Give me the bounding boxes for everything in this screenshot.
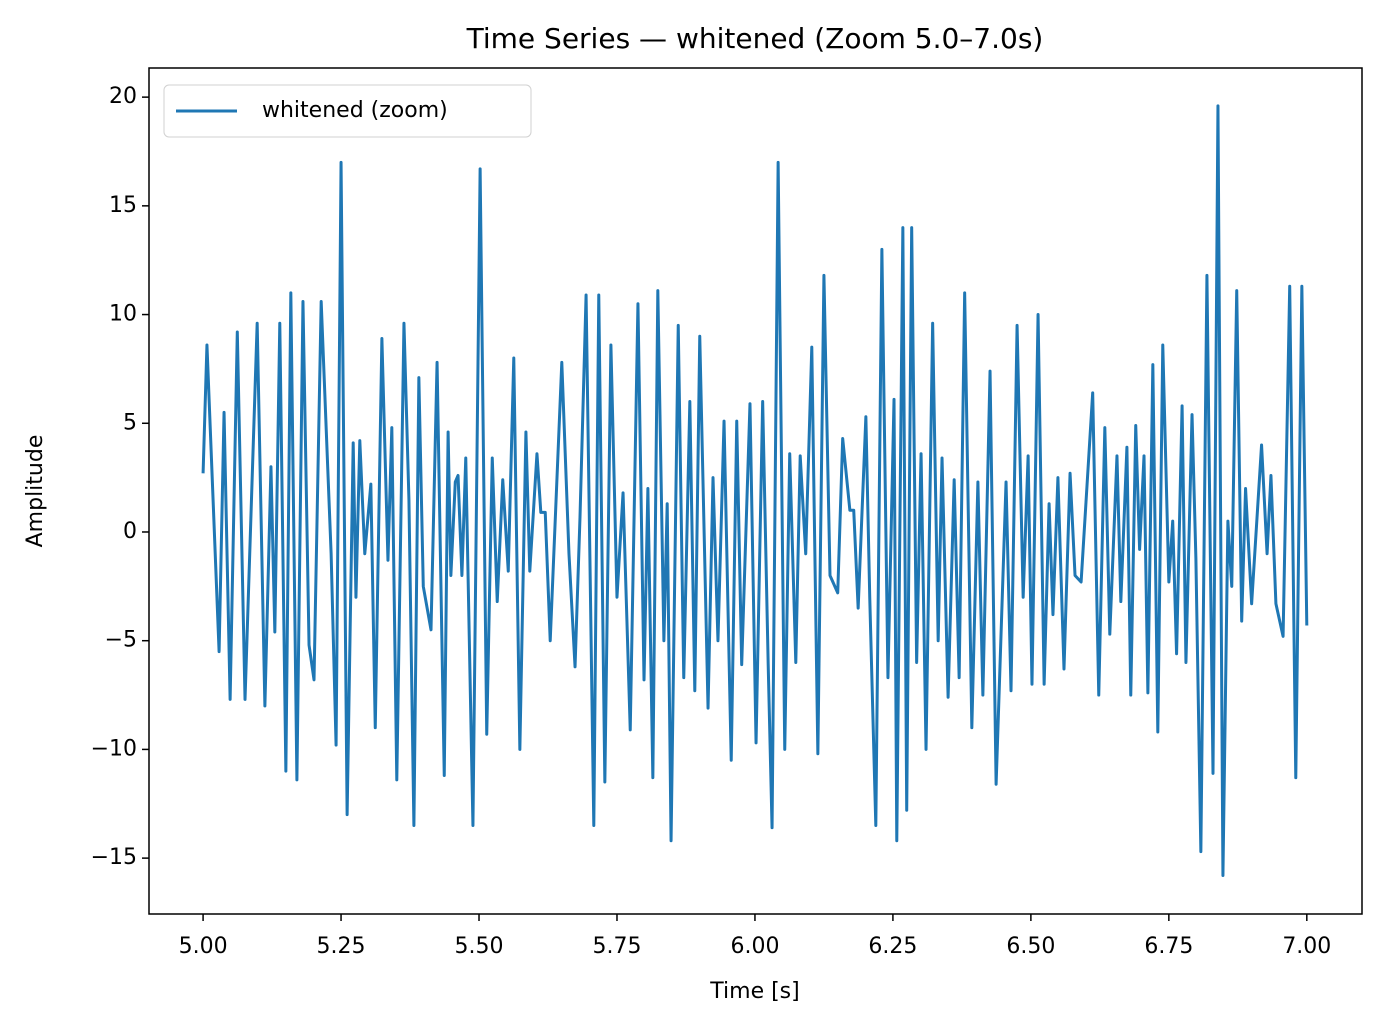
legend-label: whitened (zoom)	[262, 98, 448, 123]
x-tick-label: 5.50	[455, 934, 504, 959]
y-tick-label: 15	[109, 193, 137, 218]
x-tick-label: 6.50	[1006, 934, 1055, 959]
legend-box	[163, 84, 532, 138]
series-line	[201, 104, 1309, 878]
y-tick-label: 5	[123, 410, 137, 435]
y-tick-label: 10	[109, 302, 137, 327]
x-axis-label: Time [s]	[709, 979, 799, 1004]
x-tick-label: 6.25	[868, 934, 917, 959]
x-tick-label: 6.00	[730, 934, 779, 959]
y-axis-label: Amplitude	[23, 435, 48, 548]
y-tick-label: 0	[123, 519, 137, 544]
x-tick-label: 5.25	[317, 934, 366, 959]
y-tick-label: 20	[109, 84, 137, 109]
x-tick-label: 5.75	[592, 934, 641, 959]
y-tick-label: −10	[91, 736, 137, 761]
x-tick-label: 7.00	[1282, 934, 1331, 959]
y-tick-label: −15	[91, 845, 137, 870]
x-tick-label: 6.75	[1144, 934, 1193, 959]
x-tick-label: 5.00	[179, 934, 228, 959]
y-tick-label: −5	[105, 628, 137, 653]
chart-title: Time Series — whitened (Zoom 5.0–7.0s)	[466, 22, 1044, 55]
plot-frame	[148, 67, 1363, 915]
